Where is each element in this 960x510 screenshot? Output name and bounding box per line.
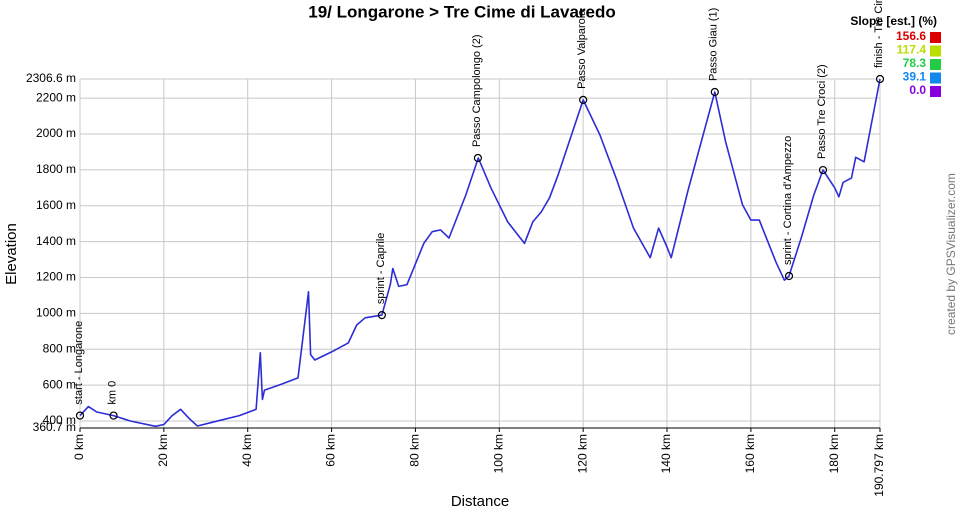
y-tick-label: 800 m [43,341,76,355]
waypoint [784,271,794,281]
x-tick-label: 140 km [659,434,673,473]
waypoint [710,87,719,97]
y-tick-label: 360.7 m [33,420,76,434]
x-tick-label: 120 km [575,434,589,473]
x-tick-label: 80 km [408,434,422,467]
x-tick-label: 190.797 km [872,434,886,497]
y-tick-label: 1600 m [36,198,76,212]
waypoint [377,311,386,320]
legend-swatch [930,59,941,70]
y-tick-label: 1000 m [36,306,76,320]
legend-swatch [930,32,941,43]
waypoint-label: sprint - Cortina d'Ampezzo [782,136,794,265]
legend-title: Slope [est.] (%) [850,14,937,28]
y-tick-label: 2000 m [36,126,76,140]
waypoint-label: km 0 [106,381,118,405]
x-tick-label: 60 km [324,434,338,467]
legend-swatch [930,72,941,84]
waypoint-label: start - Longarone [73,321,85,405]
legend-label: 0.0 [909,83,926,97]
legend-label: 117.4 [897,43,927,57]
legend-swatch [930,86,941,97]
y-tick-label: 600 m [43,377,76,391]
x-tick-label: 180 km [827,434,841,473]
y-tick-label: 1800 m [36,162,76,176]
x-tick-label: 160 km [743,434,757,473]
waypoint [818,165,828,175]
x-tick-label: 40 km [240,434,254,467]
x-tick-label: 100 km [491,434,505,473]
waypoint [473,153,483,163]
waypoint-label: Passo Giau (1) [708,8,720,81]
y-tick-label: 1400 m [36,234,76,248]
x-tick-label: 20 km [156,434,170,467]
waypoint [875,74,885,84]
y-axis-label: Elevation [3,223,20,285]
waypoint [579,95,588,105]
waypoint-label: sprint - Caprile [375,233,387,305]
waypoint-label: finish - Tre Cime [873,0,885,68]
y-tick-label: 400 m [43,413,76,427]
y-tick-label: 1200 m [36,270,76,284]
waypoint-label: Passo Campolongo (2) [471,35,483,148]
waypoint [75,411,85,420]
waypoint [109,411,118,420]
x-axis-label: Distance [451,493,509,510]
elevation-line [79,78,881,428]
y-tick-label: 2200 m [36,90,76,104]
waypoint-label: Passo Valparola [576,9,588,89]
legend-label: 39.1 [903,70,927,84]
y-tick-label: 2306.6 m [26,71,76,85]
legend-swatch [930,45,941,57]
credit: created by GPSVisualizer.com [944,173,958,335]
legend-label: 78.3 [903,56,927,70]
chart-title: 19/ Longarone > Tre Cime di Lavaredo [308,2,616,21]
x-tick-label: 0 km [72,434,86,460]
legend-label: 156.6 [896,29,926,43]
waypoint-label: Passo Tre Croci (2) [816,64,828,159]
